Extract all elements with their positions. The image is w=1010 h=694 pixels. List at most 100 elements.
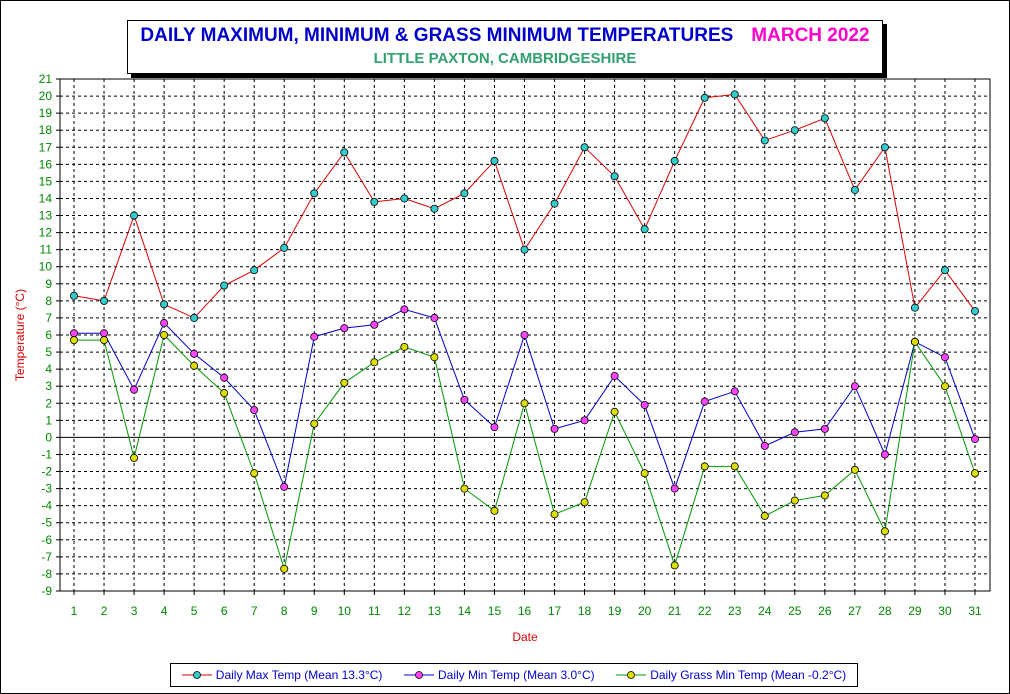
x-tick-label: 29: [908, 604, 922, 618]
y-tick-label: -3: [41, 482, 52, 496]
legend-swatch-max: [181, 671, 212, 679]
y-tick-label: 10: [39, 260, 53, 274]
data-point-max: [340, 148, 349, 157]
legend: Daily Max Temp (Mean 13.3°C) Daily Min T…: [170, 663, 858, 687]
data-point-max: [730, 90, 739, 99]
data-point-max: [310, 189, 319, 198]
data-point-grass: [100, 336, 109, 345]
data-point-min: [220, 373, 229, 382]
x-tick-label: 6: [221, 604, 228, 618]
y-tick-label: 14: [39, 191, 53, 205]
y-axis-label: Temperature (°C): [13, 289, 27, 381]
title-line: DAILY MAXIMUM, MINIMUM & GRASS MINIMUM T…: [128, 25, 882, 47]
data-point-grass: [490, 506, 499, 515]
data-point-grass: [550, 510, 559, 519]
data-point-grass: [790, 496, 799, 505]
data-point-grass: [340, 378, 349, 387]
data-point-min: [280, 482, 289, 491]
x-tick-label: 13: [428, 604, 442, 618]
data-point-grass: [70, 336, 79, 345]
x-tick-label: 2: [101, 604, 108, 618]
data-point-max: [610, 172, 619, 181]
legend-item-max: Daily Max Temp (Mean 13.3°C): [181, 668, 383, 682]
data-point-max: [190, 313, 199, 322]
x-tick-label: 5: [191, 604, 198, 618]
legend-swatch-grass: [616, 671, 647, 679]
y-tick-label: -9: [41, 584, 52, 598]
data-point-min: [971, 435, 980, 444]
data-point-grass: [910, 337, 919, 346]
data-point-min: [430, 313, 439, 322]
data-point-min: [580, 416, 589, 425]
data-point-grass: [880, 527, 889, 536]
data-point-min: [790, 428, 799, 437]
data-point-grass: [850, 465, 859, 474]
data-point-max: [940, 266, 949, 275]
data-point-grass: [130, 453, 139, 462]
x-tick-label: 3: [131, 604, 138, 618]
y-tick-label: 2: [45, 396, 52, 410]
data-point-max: [760, 136, 769, 145]
x-tick-label: 20: [638, 604, 652, 618]
y-tick-label: -2: [41, 465, 52, 479]
data-point-min: [700, 397, 709, 406]
x-tick-label: 26: [818, 604, 832, 618]
data-point-max: [100, 296, 109, 305]
data-point-grass: [820, 491, 829, 500]
data-point-max: [250, 266, 259, 275]
data-point-min: [730, 387, 739, 396]
y-tick-label: 13: [39, 209, 53, 223]
chart-title-date: MARCH 2022: [751, 25, 870, 46]
data-point-max: [790, 126, 799, 135]
chart-title: DAILY MAXIMUM, MINIMUM & GRASS MINIMUM T…: [140, 25, 734, 46]
data-point-min: [250, 406, 259, 415]
legend-label-max: Daily Max Temp (Mean 13.3°C): [215, 668, 383, 682]
data-point-max: [70, 291, 79, 300]
data-point-max: [220, 281, 229, 290]
x-tick-label: 9: [311, 604, 318, 618]
data-point-min: [760, 441, 769, 450]
x-tick-label: 23: [728, 604, 742, 618]
data-point-max: [640, 225, 649, 234]
x-tick-label: 30: [938, 604, 952, 618]
x-tick-label: 28: [878, 604, 892, 618]
data-point-max: [520, 245, 529, 254]
y-tick-label: 3: [45, 379, 52, 393]
y-tick-label: 18: [39, 123, 53, 137]
data-point-grass: [580, 498, 589, 507]
y-tick-label: 21: [39, 72, 53, 86]
data-point-max: [910, 303, 919, 312]
y-tick-label: 1: [45, 413, 52, 427]
data-point-grass: [760, 511, 769, 520]
data-point-max: [280, 243, 289, 252]
y-tick-label: 15: [39, 174, 53, 188]
y-tick-label: 4: [45, 362, 52, 376]
data-point-grass: [520, 399, 529, 408]
data-point-max: [130, 211, 139, 220]
data-point-min: [940, 353, 949, 362]
data-point-max: [670, 156, 679, 165]
data-point-min: [460, 395, 469, 404]
x-tick-label: 31: [968, 604, 982, 618]
y-tick-label: -5: [41, 516, 52, 530]
data-point-max: [880, 143, 889, 152]
legend-label-grass: Daily Grass Min Temp (Mean -0.2°C): [650, 668, 847, 682]
x-tick-label: 1: [71, 604, 78, 618]
y-tick-label: 0: [45, 430, 52, 444]
x-tick-label: 17: [548, 604, 562, 618]
data-point-max: [700, 93, 709, 102]
data-point-max: [430, 204, 439, 213]
y-tick-label: 6: [45, 328, 52, 342]
x-tick-label: 22: [698, 604, 712, 618]
data-point-min: [190, 349, 199, 358]
data-point-grass: [971, 469, 980, 478]
data-point-min: [340, 324, 349, 333]
x-tick-label: 4: [161, 604, 168, 618]
x-axis-label: Date: [512, 630, 538, 644]
y-tick-label: 9: [45, 277, 52, 291]
axes: -9-8-7-6-5-4-3-2-10123456789101112131415…: [39, 72, 982, 618]
data-point-grass: [160, 330, 169, 339]
data-point-grass: [730, 462, 739, 471]
x-tick-label: 14: [458, 604, 472, 618]
x-tick-label: 24: [758, 604, 772, 618]
